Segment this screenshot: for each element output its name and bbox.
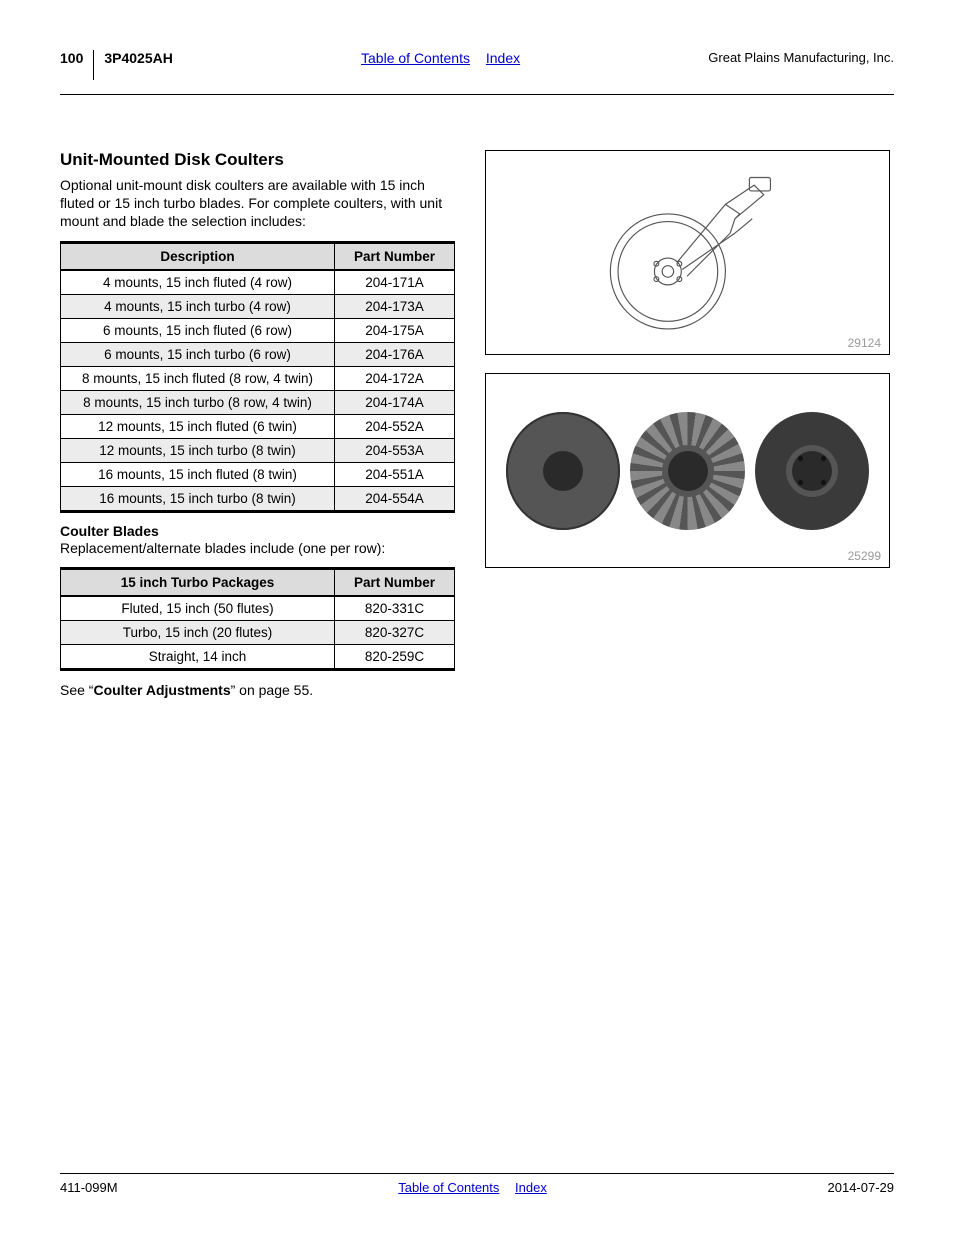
page-number: 100 [60,50,94,80]
figure-id-1: 29124 [848,336,881,350]
page-header: 100 3P4025AH Table of Contents Index Gre… [60,50,894,88]
table-cell: 204-551A [335,462,455,486]
crossref-prefix: See “ [60,682,93,698]
toc-link[interactable]: Table of Contents [361,50,470,66]
table-cell: 12 mounts, 15 inch fluted (6 twin) [61,414,335,438]
table-row: 8 mounts, 15 inch turbo (8 row, 4 twin)2… [61,390,455,414]
table-cell: 4 mounts, 15 inch fluted (4 row) [61,270,335,295]
table-row: 6 mounts, 15 inch turbo (6 row)204-176A [61,342,455,366]
figure-blade-types: 25299 [485,373,890,568]
table-cell: Fluted, 15 inch (50 flutes) [61,596,335,621]
table-cell: 12 mounts, 15 inch turbo (8 twin) [61,438,335,462]
crossref-suffix: ” on page 55. [231,682,314,698]
col-description: Description [61,242,335,270]
footer-toc-link[interactable]: Table of Contents [398,1180,499,1195]
figure-coulter-assembly: 29124 [485,150,890,355]
table-row: 8 mounts, 15 inch fluted (8 row, 4 twin)… [61,366,455,390]
parts-table-main: Description Part Number 4 mounts, 15 inc… [60,241,455,513]
table-row: 12 mounts, 15 inch fluted (6 twin)204-55… [61,414,455,438]
table-cell: 204-173A [335,294,455,318]
table-row: 16 mounts, 15 inch turbo (8 twin)204-554… [61,486,455,511]
table-cell: 820-327C [335,620,455,644]
table-row: Turbo, 15 inch (20 flutes)820-327C [61,620,455,644]
table-row: Straight, 14 inch820-259C [61,644,455,669]
table-cell: 6 mounts, 15 inch turbo (6 row) [61,342,335,366]
model-number: 3P4025AH [94,50,173,66]
table-row: 4 mounts, 15 inch fluted (4 row)204-171A [61,270,455,295]
table-cell: Straight, 14 inch [61,644,335,669]
col-turbo-packages: 15 inch Turbo Packages [61,568,335,596]
disk-fluted-icon [506,412,620,530]
page-footer: 411-099M Table of Contents Index 2014-07… [60,1173,894,1195]
col-partnumber2: Part Number [335,568,455,596]
table-row: 12 mounts, 15 inch turbo (8 twin)204-553… [61,438,455,462]
table-row: 16 mounts, 15 inch fluted (8 twin)204-55… [61,462,455,486]
table-cell: 4 mounts, 15 inch turbo (4 row) [61,294,335,318]
col-partnumber: Part Number [335,242,455,270]
table-cell: 204-171A [335,270,455,295]
blades-note: Replacement/alternate blades include (on… [60,539,455,557]
table-cell: 16 mounts, 15 inch turbo (8 twin) [61,486,335,511]
footer-index-link[interactable]: Index [515,1180,547,1195]
table-cell: 204-552A [335,414,455,438]
coulter-line-drawing [546,166,828,339]
doc-number: 411-099M [60,1180,118,1195]
table-cell: 204-176A [335,342,455,366]
table-cell: 204-554A [335,486,455,511]
table-cell: 204-175A [335,318,455,342]
footer-rule [60,1173,894,1174]
table-cell: 16 mounts, 15 inch fluted (8 twin) [61,462,335,486]
table-cell: 204-172A [335,366,455,390]
header-rule [60,94,894,95]
table-cell: 204-553A [335,438,455,462]
table-cell: 204-174A [335,390,455,414]
disk-straight-icon [755,412,869,530]
section-intro: Optional unit-mount disk coulters are av… [60,176,455,231]
table-cell: 820-331C [335,596,455,621]
table-cell: 820-259C [335,644,455,669]
table-row: Fluted, 15 inch (50 flutes)820-331C [61,596,455,621]
company-name: Great Plains Manufacturing, Inc. [708,50,894,65]
table-cell: Turbo, 15 inch (20 flutes) [61,620,335,644]
index-link[interactable]: Index [486,50,520,66]
parts-table-blades: 15 inch Turbo Packages Part Number Flute… [60,567,455,671]
crossref: See “Coulter Adjustments” on page 55. [60,681,455,699]
table-cell: 8 mounts, 15 inch fluted (8 row, 4 twin) [61,366,335,390]
crossref-bold: Coulter Adjustments [93,682,230,698]
blades-subheading: Coulter Blades [60,523,455,539]
disk-turbo-icon [630,412,744,530]
footer-date: 2014-07-29 [828,1180,895,1195]
section-title: Unit-Mounted Disk Coulters [60,150,455,170]
table-row: 6 mounts, 15 inch fluted (6 row)204-175A [61,318,455,342]
figure-id-2: 25299 [848,549,881,563]
table-cell: 8 mounts, 15 inch turbo (8 row, 4 twin) [61,390,335,414]
table-row: 4 mounts, 15 inch turbo (4 row)204-173A [61,294,455,318]
table-cell: 6 mounts, 15 inch fluted (6 row) [61,318,335,342]
